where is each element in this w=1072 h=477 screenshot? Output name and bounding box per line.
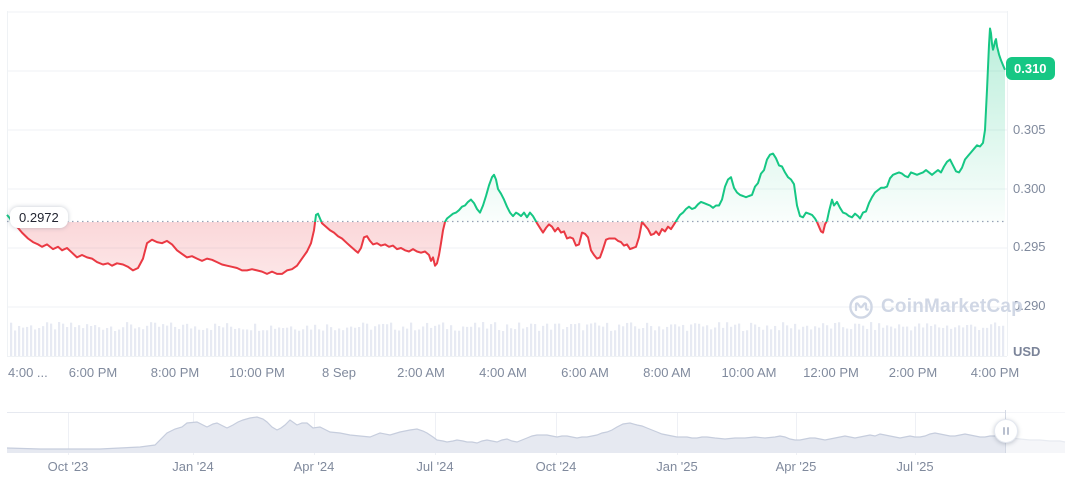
nav-tick-jul25: Jul '25: [896, 459, 934, 474]
x-tick-8: 8:00 AM: [643, 365, 691, 380]
y-tick-0305: 0.305: [1013, 122, 1046, 137]
navigator-area: [7, 417, 1065, 453]
x-tick-7: 6:00 AM: [561, 365, 609, 380]
navigator-resize-handle[interactable]: [994, 419, 1018, 443]
x-tick-6: 4:00 AM: [479, 365, 527, 380]
x-tick-9: 10:00 AM: [721, 365, 777, 380]
price-line-down: [10, 222, 828, 275]
x-tick-1: 6:00 PM: [68, 365, 118, 380]
x-tick-12: 4:00 PM: [970, 365, 1020, 380]
nav-tick-jan24: Jan '24: [172, 459, 214, 474]
nav-tick-oct23: Oct '23: [47, 459, 89, 474]
nav-tick-oct24: Oct '24: [535, 459, 577, 474]
price-line-up: [6, 27, 1006, 222]
handle-grip-icon: [1003, 427, 1005, 435]
nav-tick-apr24: Apr '24: [293, 459, 335, 474]
x-tick-11: 2:00 PM: [888, 365, 938, 380]
x-tick-2: 8:00 PM: [150, 365, 200, 380]
x-tick-4: 8 Sep: [322, 365, 356, 380]
nav-tick-jan25: Jan '25: [656, 459, 698, 474]
y-tick-0295: 0.295: [1013, 239, 1046, 254]
gridlines: [7, 11, 1008, 357]
handle-grip-icon: [1007, 427, 1009, 435]
nav-tick-apr25: Apr '25: [775, 459, 817, 474]
navigator-line: [6, 416, 1066, 450]
nav-tick-jul24: Jul '24: [416, 459, 454, 474]
y-tick-0290: 0.290: [1013, 298, 1046, 313]
area-up: [7, 28, 1005, 222]
x-tick-5: 2:00 AM: [397, 365, 445, 380]
volume-bars: [10, 322, 1005, 356]
area-down: [7, 222, 1005, 274]
last-price-badge: 0.310: [1006, 57, 1055, 80]
x-tick-0: 4:00 ...: [8, 365, 48, 380]
x-tick-10: 12:00 PM: [803, 365, 859, 380]
y-tick-0300: 0.300: [1013, 181, 1046, 196]
x-tick-3: 10:00 PM: [229, 365, 285, 380]
navigator: [6, 410, 1066, 455]
y-axis-unit: USD: [1013, 344, 1041, 359]
baseline-price-label: 0.2972: [10, 207, 68, 228]
